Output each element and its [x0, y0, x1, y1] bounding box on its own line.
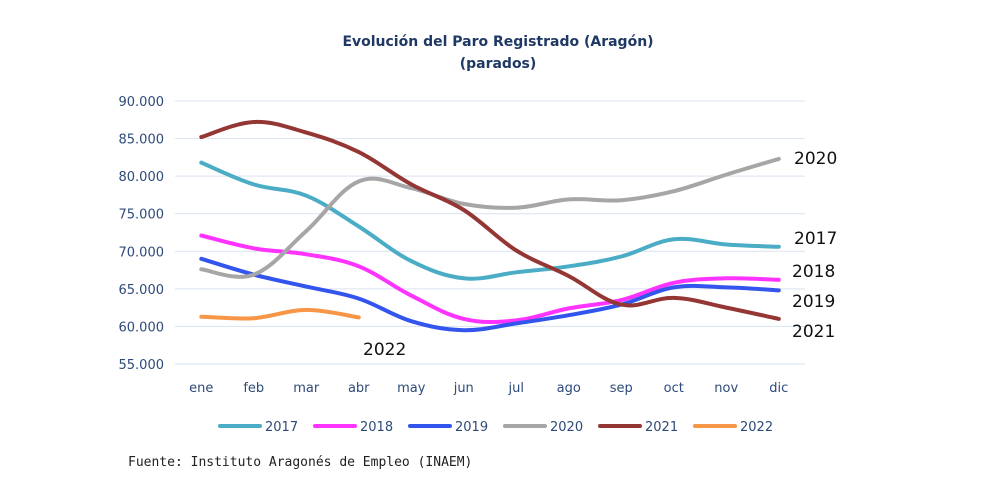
legend-label-2022: 2022 — [740, 420, 773, 435]
end-label-2020: 2020 — [794, 149, 837, 169]
y-tick-label: 80.000 — [119, 170, 165, 185]
series-line-2022 — [199, 307, 361, 321]
y-tick-label: 60.000 — [119, 320, 165, 335]
series-lines — [199, 119, 781, 333]
series-line-2021 — [199, 119, 781, 321]
x-tick-label: abr — [348, 381, 370, 396]
series-line-2018 — [199, 233, 781, 325]
x-tick-label: may — [397, 381, 426, 396]
legend: 2017 2018 2019 2020 2021 2022 — [218, 420, 773, 435]
end-label-2021: 2021 — [792, 322, 835, 342]
x-tick-label: feb — [243, 381, 264, 396]
chart-subtitle: (parados) — [460, 56, 537, 72]
x-tick-label: jun — [453, 381, 474, 396]
x-tick-label: nov — [714, 381, 738, 396]
x-tick-label: sep — [610, 381, 633, 396]
legend-label-2019: 2019 — [455, 420, 488, 435]
legend-label-2018: 2018 — [360, 420, 393, 435]
series-line-2017 — [199, 160, 781, 281]
x-tick-label: ene — [189, 381, 213, 396]
x-tick-label: dic — [769, 381, 788, 396]
series-line-2019 — [199, 256, 781, 333]
y-axis-ticks: 55.000 60.000 65.000 70.000 75.000 80.000 85.0… — [119, 95, 165, 373]
chart-title: Evolución del Paro Registrado (Aragón) — [342, 34, 653, 50]
source-note: Fuente: Instituto Aragonés de Empleo (IN… — [128, 455, 473, 470]
y-tick-label: 65.000 — [119, 283, 165, 298]
end-label-2019: 2019 — [792, 292, 835, 312]
x-tick-label: ago — [557, 381, 581, 396]
legend-label-2021: 2021 — [645, 420, 678, 435]
y-tick-label: 75.000 — [119, 208, 165, 223]
y-tick-label: 70.000 — [119, 245, 165, 260]
legend-label-2020: 2020 — [550, 420, 583, 435]
end-label-2018: 2018 — [792, 262, 835, 282]
x-axis-ticks: ene feb mar abr may jun jul ago sep oct nov dic — [189, 381, 788, 396]
end-label-2017: 2017 — [794, 229, 837, 249]
legend-label-2017: 2017 — [265, 420, 298, 435]
y-tick-label: 85.000 — [119, 133, 165, 148]
x-tick-label: mar — [293, 381, 320, 396]
series-line-2020 — [199, 156, 781, 279]
x-tick-label: oct — [664, 381, 684, 396]
y-tick-label: 55.000 — [119, 358, 165, 373]
label-2022: 2022 — [363, 340, 406, 360]
x-tick-label: jul — [508, 381, 524, 396]
y-tick-label: 90.000 — [119, 95, 165, 110]
